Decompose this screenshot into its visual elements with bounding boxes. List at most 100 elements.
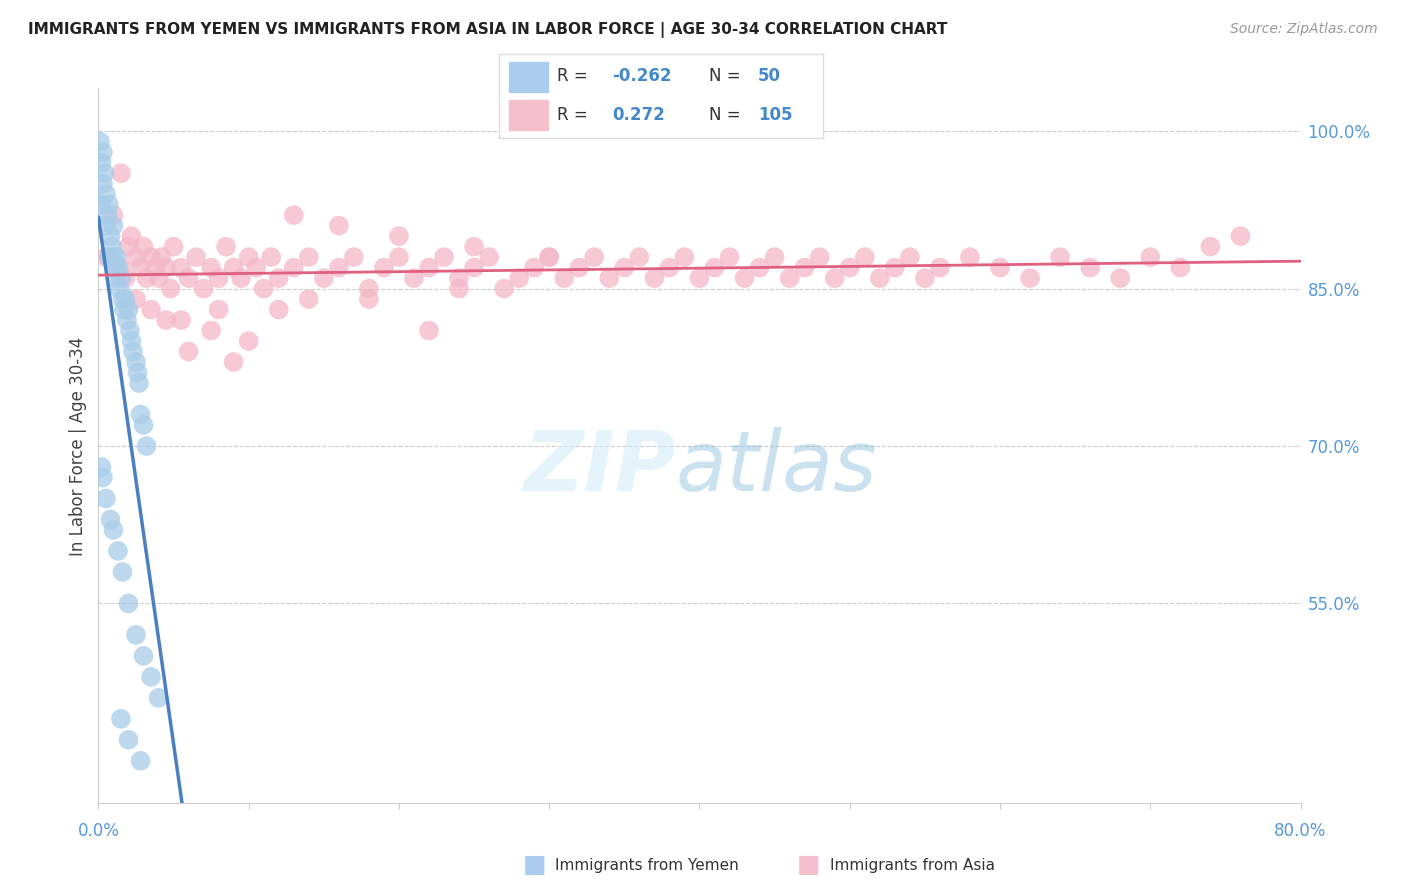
Point — [125, 292, 148, 306]
Text: atlas: atlas — [675, 427, 877, 508]
Point — [703, 260, 725, 275]
Point — [1199, 239, 1222, 253]
Point — [125, 250, 148, 264]
Point — [132, 648, 155, 663]
Point — [111, 292, 134, 306]
Bar — [509, 62, 547, 92]
Point — [568, 260, 591, 275]
Text: Source: ZipAtlas.com: Source: ZipAtlas.com — [1230, 22, 1378, 37]
Point — [125, 628, 148, 642]
Text: 0.0%: 0.0% — [77, 822, 120, 839]
Point — [763, 250, 786, 264]
Point — [628, 250, 651, 264]
Point — [129, 260, 152, 275]
Y-axis label: In Labor Force | Age 30-34: In Labor Force | Age 30-34 — [69, 336, 87, 556]
Point — [673, 250, 696, 264]
Point — [114, 292, 136, 306]
Point — [91, 145, 114, 160]
Point — [494, 282, 516, 296]
Point — [898, 250, 921, 264]
Point — [328, 219, 350, 233]
Point — [267, 271, 290, 285]
Point — [508, 271, 530, 285]
Point — [658, 260, 681, 275]
Point — [117, 596, 139, 610]
Point — [103, 250, 125, 264]
Point — [170, 313, 193, 327]
Point — [105, 271, 128, 285]
Text: ■: ■ — [797, 854, 820, 877]
Text: 105: 105 — [758, 105, 793, 123]
Point — [598, 271, 620, 285]
Text: N =: N = — [710, 68, 741, 86]
Point — [94, 187, 117, 202]
Point — [200, 324, 222, 338]
Point — [112, 302, 135, 317]
Point — [357, 282, 380, 296]
Point — [155, 260, 177, 275]
Point — [215, 239, 238, 253]
Point — [388, 250, 411, 264]
Point — [231, 271, 253, 285]
Point — [148, 271, 170, 285]
Point — [260, 250, 283, 264]
Point — [808, 250, 831, 264]
Point — [1170, 260, 1192, 275]
Point — [208, 271, 231, 285]
Point — [538, 250, 561, 264]
Point — [357, 292, 380, 306]
Text: ZIP: ZIP — [523, 427, 675, 508]
Point — [208, 302, 231, 317]
Point — [111, 565, 134, 579]
Point — [689, 271, 711, 285]
Point — [914, 271, 936, 285]
Point — [238, 250, 260, 264]
Point — [90, 460, 112, 475]
Point — [959, 250, 981, 264]
Point — [447, 282, 470, 296]
Point — [89, 135, 111, 149]
Point — [433, 250, 456, 264]
Point — [538, 250, 561, 264]
Point — [222, 260, 245, 275]
Point — [373, 260, 395, 275]
Point — [135, 439, 157, 453]
Point — [193, 282, 215, 296]
Point — [883, 260, 905, 275]
Point — [245, 260, 267, 275]
Point — [110, 260, 132, 275]
Point — [162, 239, 184, 253]
Point — [117, 302, 139, 317]
Text: 0.272: 0.272 — [613, 105, 665, 123]
Point — [312, 271, 335, 285]
Point — [148, 690, 170, 705]
Point — [523, 260, 546, 275]
Point — [110, 166, 132, 180]
Point — [253, 282, 276, 296]
Point — [121, 229, 143, 244]
Point — [105, 250, 128, 264]
Point — [793, 260, 815, 275]
Text: N =: N = — [710, 105, 741, 123]
Bar — [509, 100, 547, 130]
Point — [1078, 260, 1101, 275]
Text: 50: 50 — [758, 68, 780, 86]
Point — [94, 219, 117, 233]
Point — [328, 260, 350, 275]
Point — [283, 260, 305, 275]
Point — [718, 250, 741, 264]
Point — [139, 302, 162, 317]
Point — [779, 271, 801, 285]
Point — [613, 260, 636, 275]
Point — [97, 250, 120, 264]
Point — [108, 282, 131, 296]
Point — [267, 302, 290, 317]
Point — [117, 732, 139, 747]
Point — [94, 491, 117, 506]
Text: -0.262: -0.262 — [613, 68, 672, 86]
Point — [127, 366, 149, 380]
Point — [121, 334, 143, 348]
Point — [170, 260, 193, 275]
Point — [402, 271, 425, 285]
Text: R =: R = — [557, 105, 588, 123]
